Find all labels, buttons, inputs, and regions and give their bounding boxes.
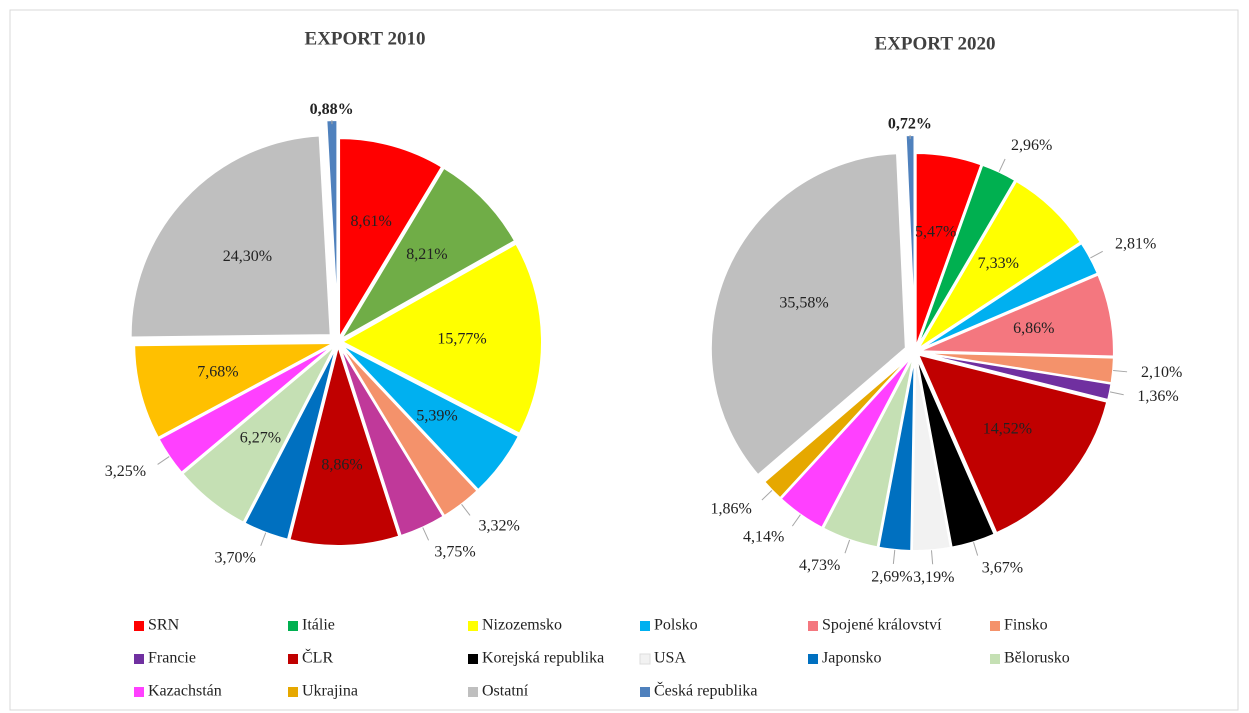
- data-label: 2,81%: [1115, 235, 1156, 252]
- data-label: 0,88%: [310, 101, 354, 118]
- pie-slice: [709, 152, 907, 477]
- legend-swatch: [640, 687, 650, 697]
- legend-swatch: [639, 653, 651, 665]
- data-label: 3,70%: [214, 550, 255, 567]
- legend-label: Japonsko: [822, 650, 882, 667]
- pie-slice: [338, 345, 445, 538]
- data-label: 8,21%: [406, 246, 447, 263]
- data-label: 7,68%: [197, 364, 238, 381]
- legend-label: USA: [654, 650, 686, 667]
- pie-slice: [338, 166, 517, 342]
- leader-line: [791, 514, 801, 527]
- legend-label: Francie: [148, 650, 196, 667]
- legend-swatch: [288, 621, 298, 631]
- data-label: 3,67%: [982, 560, 1023, 577]
- pie-slice: [129, 134, 332, 339]
- data-label: 0,72%: [888, 116, 932, 133]
- legend-label: Polsko: [654, 617, 698, 634]
- pie-slice: [288, 342, 401, 547]
- legend-label: Bělorusko: [1004, 650, 1070, 667]
- data-label: 3,32%: [479, 517, 520, 534]
- data-label: 15,77%: [437, 330, 486, 347]
- data-label: 3,25%: [105, 463, 146, 480]
- leader-line: [157, 456, 170, 465]
- legend-swatch: [288, 687, 298, 697]
- leader-line: [844, 539, 851, 554]
- leader-line: [422, 527, 430, 541]
- pie-slice: [325, 119, 339, 321]
- leader-line: [998, 158, 1006, 172]
- pie-slice: [339, 242, 543, 436]
- pie-slice: [918, 351, 1113, 402]
- data-label: 3,75%: [434, 544, 475, 561]
- legend-swatch: [134, 687, 144, 697]
- data-label: 7,33%: [978, 255, 1019, 272]
- data-label: 6,86%: [1013, 320, 1054, 337]
- leader-line: [973, 542, 979, 556]
- pie-slice: [180, 344, 337, 525]
- legend-swatch: [134, 621, 144, 631]
- data-label: 2,96%: [1011, 137, 1052, 154]
- leader-line: [1090, 250, 1103, 259]
- pie-slice: [914, 152, 983, 349]
- legend-swatch: [808, 621, 818, 631]
- data-label: 24,30%: [223, 248, 272, 265]
- pie-slice: [918, 273, 1115, 358]
- legend-label: Česká republika: [654, 681, 758, 700]
- data-label: 35,58%: [779, 295, 828, 312]
- leader-line: [260, 532, 267, 547]
- legend-label: Ukrajina: [302, 683, 358, 700]
- legend-label: Kazachstán: [148, 683, 222, 700]
- legend-label: Korejská republika: [482, 650, 604, 667]
- data-label: 1,36%: [1137, 388, 1178, 405]
- legend-swatch: [990, 621, 1000, 631]
- leader-line: [930, 550, 934, 565]
- data-label: 3,19%: [913, 569, 954, 586]
- data-label: 2,10%: [1141, 364, 1182, 381]
- legend-label: Spojené království: [822, 617, 942, 634]
- legend-label: Finsko: [1004, 617, 1048, 634]
- pie-slice: [916, 179, 1083, 350]
- pie-slice: [821, 355, 915, 549]
- data-label: 8,61%: [350, 213, 391, 230]
- legend-label: Ostatní: [482, 683, 529, 700]
- legend-label: Nizozemsko: [482, 617, 562, 634]
- leader-line: [892, 549, 896, 564]
- data-label: 2,69%: [871, 568, 912, 585]
- leader-line: [1109, 391, 1124, 396]
- pie-slice: [340, 343, 521, 492]
- pie-slice: [915, 163, 1017, 349]
- legend-swatch: [134, 654, 144, 664]
- legend-label: Itálie: [302, 617, 335, 634]
- data-label: 6,27%: [240, 429, 281, 446]
- pie-slice: [916, 353, 1109, 535]
- legend-swatch: [288, 654, 298, 664]
- data-label: 4,14%: [743, 528, 784, 545]
- pie-slice: [338, 137, 444, 342]
- legend-label: SRN: [148, 617, 180, 634]
- legend-swatch: [468, 621, 478, 631]
- legend-swatch: [468, 687, 478, 697]
- chart-title: EXPORT 2020: [875, 33, 996, 54]
- legend-swatch: [640, 621, 650, 631]
- legend-swatch: [468, 654, 478, 664]
- leader-line: [761, 489, 773, 501]
- legend-label: ČLR: [302, 648, 333, 667]
- data-label: 4,73%: [799, 557, 840, 574]
- legend-swatch: [808, 654, 818, 664]
- legend-swatch: [990, 654, 1000, 664]
- leader-line: [1113, 370, 1128, 373]
- data-label: 5,47%: [915, 224, 956, 241]
- data-label: 14,52%: [983, 421, 1032, 438]
- data-label: 8,86%: [321, 457, 362, 474]
- data-label: 1,86%: [710, 500, 751, 517]
- chart-title: EXPORT 2010: [305, 28, 426, 49]
- data-label: 5,39%: [416, 407, 457, 424]
- leader-line: [461, 504, 471, 516]
- pie-slice: [133, 342, 335, 440]
